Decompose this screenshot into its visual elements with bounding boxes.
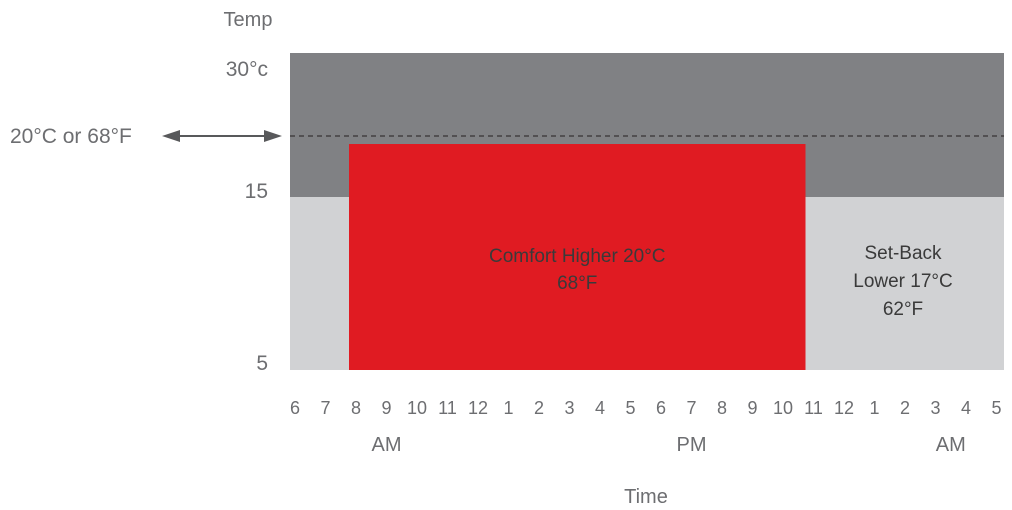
y-tick-label: 30°c	[226, 58, 268, 81]
x-tick-label: 1	[869, 398, 879, 418]
x-tick-label: 12	[468, 398, 488, 418]
setback-label-line-3: 62°F	[883, 299, 923, 320]
x-tick-label: 5	[991, 398, 1001, 418]
setback-label-line-2: Lower 17°C	[853, 271, 952, 292]
comfort-label-line-2: 68°F	[557, 273, 597, 294]
x-tick-label: 1	[503, 398, 513, 418]
x-tick-label: 4	[595, 398, 605, 418]
x-tick-label: 5	[625, 398, 635, 418]
x-tick-label: 11	[804, 398, 823, 418]
y-tick-label: 5	[256, 352, 268, 375]
x-tick-label: 9	[747, 398, 757, 418]
setback-label-line-1: Set-Back	[864, 243, 942, 264]
arrow-left-head-icon	[162, 130, 180, 142]
x-tick-label: 9	[381, 398, 391, 418]
x-tick-label: 12	[834, 398, 854, 418]
x-tick-label: 11	[438, 398, 457, 418]
x-tick-label: 2	[900, 398, 910, 418]
x-tick-label: 10	[407, 398, 427, 418]
period-label-am-1: AM	[372, 434, 402, 456]
y-axis-label: Temp	[224, 9, 273, 31]
reference-line-label: 20°C or 68°F	[10, 125, 132, 148]
x-tick-label: 8	[717, 398, 727, 418]
x-tick-label: 10	[773, 398, 793, 418]
comfort-period-bar	[349, 144, 806, 370]
x-tick-label: 6	[290, 398, 300, 418]
arrow-right-head-icon	[264, 130, 282, 142]
x-axis-label: Time	[624, 486, 668, 508]
x-tick-label: 8	[351, 398, 361, 418]
x-tick-label: 6	[656, 398, 666, 418]
x-tick-label: 7	[320, 398, 330, 418]
x-tick-label: 2	[534, 398, 544, 418]
x-tick-label: 4	[961, 398, 971, 418]
period-label-am-3: AM	[936, 434, 966, 456]
y-tick-label: 15	[245, 180, 268, 203]
comfort-label-line-1: Comfort Higher 20°C	[489, 246, 666, 267]
x-tick-label: 3	[930, 398, 940, 418]
x-tick-label: 7	[686, 398, 696, 418]
x-tick-label: 3	[564, 398, 574, 418]
period-label-pm-2: PM	[677, 434, 707, 456]
